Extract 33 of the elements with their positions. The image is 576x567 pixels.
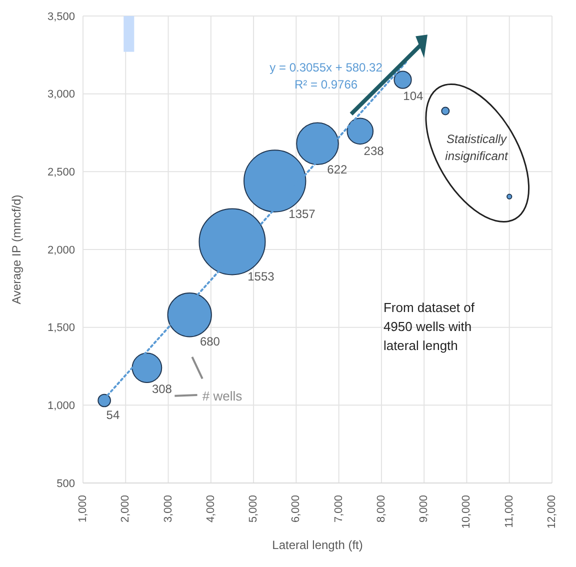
y-tick-label: 1,000 [47,400,75,412]
annotation: 622 [327,162,348,176]
x-tick-label: 2,000 [120,495,132,523]
annotation: 104 [403,89,424,104]
y-tick-label: 2,000 [47,244,75,256]
annotation: y = 0.3055x + 580.32 [270,60,383,74]
annotation: # wells [202,388,243,404]
annotation: From dataset of 4950 wells with lateral length [383,298,476,355]
y-tick-label: 3,000 [47,88,75,101]
y-tick-label: 2,500 [47,166,75,179]
y-axis-title: Average IP (mmcf/d) [9,194,24,304]
x-tick-label: 8,000 [375,495,388,523]
annotation: 54 [106,408,120,422]
x-tick-label: 10,000 [460,495,473,529]
annotation: 680 [200,334,220,348]
x-tick-label: 4,000 [204,495,217,523]
annotation: 238 [364,144,384,158]
x-tick-label: 12,000 [546,495,558,529]
annotation: 308 [152,382,172,396]
x-tick-label: 6,000 [290,495,302,523]
annotation: Statistically insignificant [445,132,509,163]
y-tick-label: 1,500 [47,322,75,334]
x-tick-label: 9,000 [418,495,430,523]
annotation: 1553 [248,269,275,284]
annotation: R² = 0.9766 [294,77,358,92]
annotation: 1357 [288,207,316,222]
x-tick-label: 5,000 [248,495,260,523]
y-tick-label: 500 [56,478,75,490]
x-axis-title: Lateral length (ft) [272,538,363,552]
x-tick-label: 7,000 [332,495,345,523]
x-tick-label: 3,000 [162,495,174,523]
x-tick-label: 11,000 [503,495,516,528]
y-tick-label: 3,500 [47,10,75,23]
